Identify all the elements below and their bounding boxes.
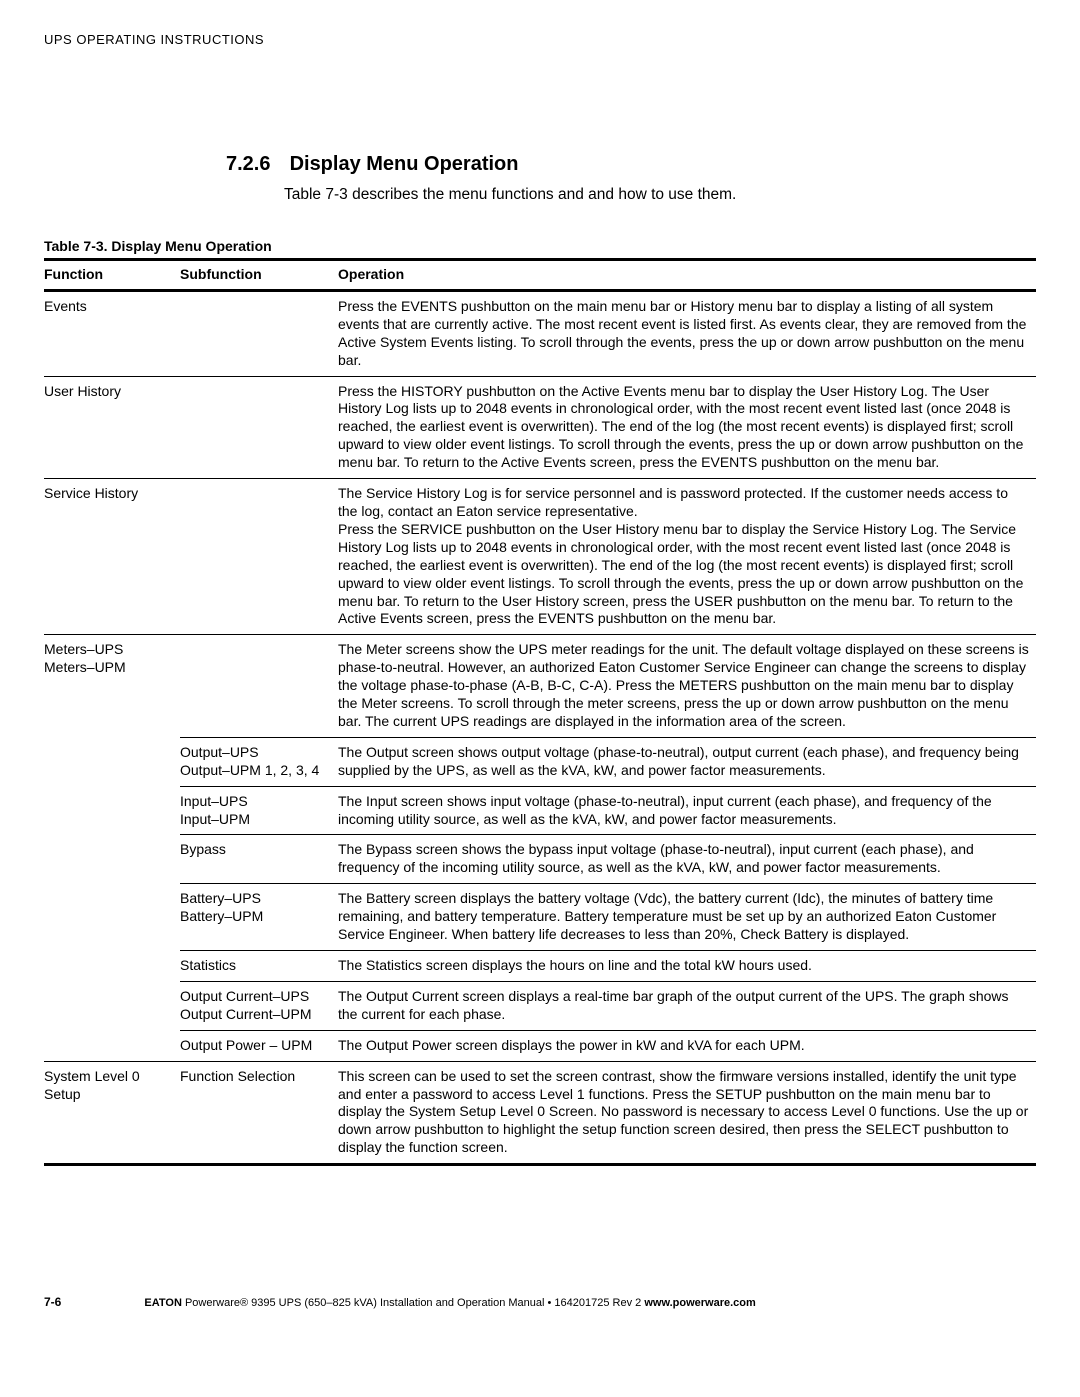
cell-subfunction: Statistics: [180, 951, 338, 982]
running-head: UPS OPERATING INSTRUCTIONS: [44, 32, 1036, 47]
cell-subfunction: Input–UPSInput–UPM: [180, 786, 338, 835]
footer-page-number: 7-6: [44, 1295, 61, 1309]
cell-subfunction: Output–UPSOutput–UPM 1, 2, 3, 4: [180, 737, 338, 786]
cell-function: [44, 981, 180, 1030]
cell-operation: The Statistics screen displays the hours…: [338, 951, 1036, 982]
table-caption: Table 7-3. Display Menu Operation: [44, 238, 1036, 254]
section-heading: 7.2.6 Display Menu Operation: [226, 153, 1036, 176]
cell-operation: Press the HISTORY pushbutton on the Acti…: [338, 376, 1036, 479]
section-intro: Table 7-3 describes the menu functions a…: [284, 186, 1036, 204]
cell-subfunction: [180, 479, 338, 635]
section-title: Display Menu Operation: [290, 153, 519, 175]
display-menu-table: Function Subfunction Operation Events Pre…: [44, 258, 1036, 1166]
cell-function: Meters–UPSMeters–UPM: [44, 635, 180, 738]
cell-subfunction: Battery–UPSBattery–UPM: [180, 884, 338, 951]
cell-function: [44, 951, 180, 982]
cell-subfunction: [180, 290, 338, 376]
cell-operation: The Input screen shows input voltage (ph…: [338, 786, 1036, 835]
col-header-operation: Operation: [338, 260, 1036, 291]
table-row: Output–UPSOutput–UPM 1, 2, 3, 4The Outpu…: [44, 737, 1036, 786]
footer-brand: EATON: [144, 1297, 182, 1309]
cell-operation: Press the EVENTS pushbutton on the main …: [338, 290, 1036, 376]
page-footer: 7-6 EATON Powerware® 9395 UPS (650–825 k…: [44, 1295, 1036, 1309]
cell-subfunction: Output Current–UPSOutput Current–UPM: [180, 981, 338, 1030]
cell-operation: The Output Current screen displays a rea…: [338, 981, 1036, 1030]
table-row: Output Power – UPMThe Output Power scree…: [44, 1030, 1036, 1061]
cell-subfunction: [180, 376, 338, 479]
cell-function: [44, 786, 180, 835]
table-row: Battery–UPSBattery–UPMThe Battery screen…: [44, 884, 1036, 951]
cell-subfunction: Output Power – UPM: [180, 1030, 338, 1061]
cell-function: [44, 1030, 180, 1061]
table-row: User History Press the HISTORY pushbutton…: [44, 376, 1036, 479]
table-row: StatisticsThe Statistics screen displays…: [44, 951, 1036, 982]
table-row: Input–UPSInput–UPMThe Input screen shows…: [44, 786, 1036, 835]
cell-operation: The Battery screen displays the battery …: [338, 884, 1036, 951]
cell-operation: The Bypass screen shows the bypass input…: [338, 835, 1036, 884]
table-row: BypassThe Bypass screen shows the bypass…: [44, 835, 1036, 884]
table-row: Output Current–UPSOutput Current–UPMThe …: [44, 981, 1036, 1030]
footer-text: Powerware® 9395 UPS (650–825 kVA) Instal…: [182, 1297, 644, 1309]
col-header-function: Function: [44, 260, 180, 291]
cell-operation: This screen can be used to set the scree…: [338, 1061, 1036, 1165]
table-row: Meters–UPSMeters–UPM The Meter screens sh…: [44, 635, 1036, 738]
cell-subfunction: [180, 635, 338, 738]
cell-operation: The Service History Log is for service p…: [338, 479, 1036, 635]
col-header-subfunction: Subfunction: [180, 260, 338, 291]
cell-operation: The Output Power screen displays the pow…: [338, 1030, 1036, 1061]
table-row: Service History The Service History Log i…: [44, 479, 1036, 635]
footer-url: www.powerware.com: [644, 1297, 755, 1309]
section-number: 7.2.6: [226, 153, 284, 176]
cell-subfunction: Bypass: [180, 835, 338, 884]
table-header-row: Function Subfunction Operation: [44, 260, 1036, 291]
cell-function: [44, 884, 180, 951]
cell-function: User History: [44, 376, 180, 479]
cell-subfunction: Function Selection: [180, 1061, 338, 1165]
table-row: System Level 0 SetupFunction SelectionTh…: [44, 1061, 1036, 1165]
table-row: Events Press the EVENTS pushbutton on the…: [44, 290, 1036, 376]
cell-operation: The Output screen shows output voltage (…: [338, 737, 1036, 786]
cell-operation: The Meter screens show the UPS meter rea…: [338, 635, 1036, 738]
cell-function: [44, 737, 180, 786]
cell-function: System Level 0 Setup: [44, 1061, 180, 1165]
cell-function: [44, 835, 180, 884]
cell-function: Events: [44, 290, 180, 376]
cell-function: Service History: [44, 479, 180, 635]
